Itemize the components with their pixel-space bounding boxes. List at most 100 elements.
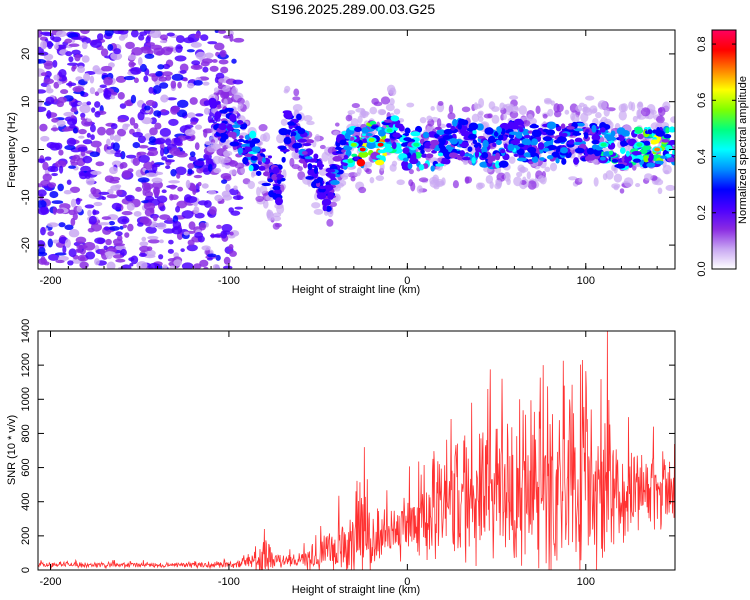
spectrogram-noise-blob	[45, 96, 55, 105]
spectrogram-noise-blob	[233, 185, 238, 191]
spectrogram-halo-blob	[665, 184, 675, 192]
spectrogram-halo-blob	[418, 177, 429, 183]
spectrogram-track-blob	[518, 143, 525, 148]
spectrogram-halo-blob	[509, 110, 519, 119]
spectrogram-noise-blob	[83, 72, 91, 82]
spectrogram-noise-blob	[106, 146, 113, 150]
spectrogram-xtick-label: 0	[404, 275, 410, 287]
spectrogram-noise-blob	[38, 30, 43, 38]
spectrogram-track-blob	[463, 130, 470, 138]
spectrogram-noise-blob	[105, 149, 116, 155]
spectrogram-noise-blob	[115, 258, 126, 263]
spectrogram-noise-blob	[51, 200, 64, 205]
spectrogram-track-blob	[251, 138, 261, 144]
spectrogram-core-peak	[377, 142, 384, 147]
spectrogram-track-blob	[457, 139, 463, 145]
spectrogram-track-blob	[316, 163, 325, 168]
spectrogram-noise-blob	[70, 107, 78, 113]
spectrogram-track-blob	[476, 123, 484, 131]
snr-ytick-label: 400	[20, 493, 32, 511]
spectrogram-halo-blob	[223, 98, 228, 107]
spectrogram-noise-blob	[208, 206, 217, 215]
spectrogram-core-peak	[636, 142, 643, 147]
spectrogram-noise-blob	[53, 74, 60, 81]
spectrogram-halo-blob	[595, 112, 602, 119]
spectrogram-noise-blob	[69, 186, 81, 193]
spectrogram-track-blob	[251, 146, 261, 153]
spectrogram-track-blob	[262, 171, 270, 177]
spectrogram-track-blob	[472, 129, 477, 135]
spectrogram-noise-blob	[166, 32, 175, 37]
spectrogram-noise-blob	[179, 63, 189, 73]
spectrogram-core-peak	[600, 142, 607, 147]
spectrogram-noise-blob	[169, 265, 177, 269]
spectrogram-track-blob	[313, 153, 319, 160]
snr-ylabel: SNR (10 * v/v)	[6, 415, 18, 485]
spectrogram-noise-blob	[58, 69, 67, 78]
spectrogram-noise-blob	[209, 65, 219, 72]
spectrogram-track-blob	[473, 144, 479, 148]
spectrogram-track-blob	[258, 165, 266, 171]
spectrogram-track-blob	[435, 163, 445, 167]
spectrogram-track-blob	[471, 157, 476, 164]
colorbar-tick-label: 0.6	[696, 93, 708, 108]
spectrogram-track-blob	[583, 131, 589, 139]
spectrogram-track-blob	[467, 133, 477, 140]
spectrogram-track-blob	[461, 156, 471, 161]
spectrogram-noise-blob	[117, 30, 129, 35]
spectrogram-halo-blob	[373, 101, 383, 107]
spectrogram-noise-blob	[101, 216, 112, 220]
spectrogram-noise-blob	[160, 147, 165, 157]
spectrogram-noise-blob	[44, 70, 52, 78]
spectrogram-track-blob	[510, 139, 521, 145]
spectrogram-noise-blob	[186, 82, 195, 89]
spectrogram-noise-blob	[83, 241, 96, 251]
spectrogram-track-blob	[249, 130, 257, 139]
spectrogram-noise-blob	[152, 164, 158, 172]
spectrogram-xlabel: Height of straight line (km)	[292, 284, 420, 296]
spectrogram-track-blob	[390, 115, 400, 122]
spectrogram-track-blob	[551, 151, 560, 158]
spectrogram-ytick-label: -20	[20, 237, 32, 253]
spectrogram-halo-blob	[433, 183, 440, 190]
spectrogram-noise-blob	[159, 82, 169, 89]
spectrogram-noise-blob	[125, 194, 135, 202]
spectrogram-noise-blob	[111, 202, 122, 210]
spectrogram-noise-blob	[128, 54, 137, 61]
spectrogram-halo-blob	[416, 185, 423, 194]
spectrogram-noise-blob	[221, 190, 231, 198]
spectrogram-noise-blob	[176, 99, 189, 108]
spectrogram-track-blob	[272, 185, 281, 191]
spectrogram-noise-blob	[109, 95, 116, 100]
spectrogram-halo-blob	[436, 118, 442, 128]
spectrogram-noise-blob	[72, 127, 79, 134]
spectrogram-track-blob	[429, 144, 436, 149]
spectrogram-noise-blob	[159, 34, 168, 41]
spectrogram-noise-blob	[47, 182, 57, 188]
spectrogram-track-blob	[420, 149, 425, 155]
spectrogram-noise-blob	[95, 161, 105, 167]
spectrogram-noise-blob	[47, 230, 55, 237]
spectrogram-track-blob	[224, 107, 234, 112]
spectrogram-noise-blob	[90, 170, 102, 175]
spectrogram-noise-blob	[50, 127, 59, 132]
spectrogram-noise-blob	[90, 187, 97, 195]
spectrogram-track-blob	[495, 160, 501, 169]
spectrogram-track-blob	[226, 124, 234, 132]
spectrogram-noise-blob	[161, 46, 173, 56]
spectrogram-track-blob	[242, 123, 248, 129]
spectrogram-noise-blob	[61, 128, 71, 132]
spectrogram-track-blob	[647, 129, 653, 135]
spectrogram-noise-blob	[129, 263, 134, 267]
spectrogram-track-blob	[308, 158, 318, 163]
spectrogram-noise-blob	[218, 59, 229, 65]
spectrogram-halo-blob	[518, 166, 529, 173]
spectrogram-noise-blob	[68, 248, 77, 258]
spectrogram-noise-blob	[38, 58, 47, 64]
spectrogram-halo-blob	[259, 133, 267, 142]
spectrogram-noise-blob	[68, 56, 74, 63]
spectrogram-noise-blob	[189, 151, 196, 157]
spectrogram-track-blob	[546, 121, 557, 130]
spectrogram-noise-blob	[66, 179, 72, 185]
